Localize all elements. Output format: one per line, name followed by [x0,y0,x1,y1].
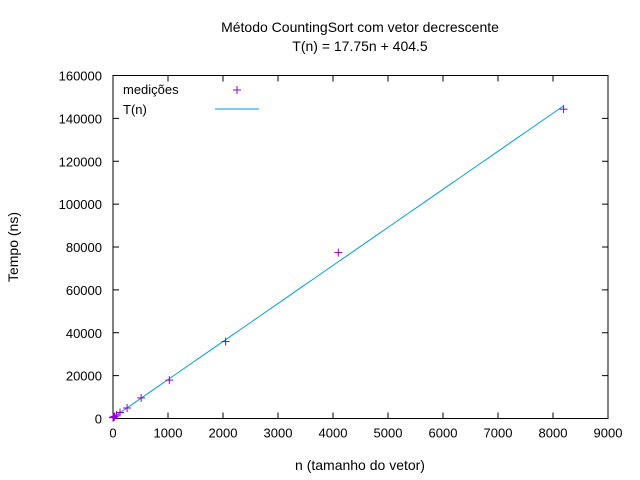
fit-line [112,105,564,419]
x-tick-label: 4000 [319,426,348,441]
y-tick-label: 0 [95,412,102,427]
x-tick-label: 8000 [539,426,568,441]
x-tick-label: 5000 [374,426,403,441]
data-point [221,337,230,346]
data-point [116,408,125,417]
x-tick-label: 0 [109,426,116,441]
x-tick-label: 3000 [264,426,293,441]
y-axis-label: Tempo (ns) [5,212,21,282]
measurement-markers [109,105,568,422]
y-tick-label: 120000 [59,154,102,169]
x-tick-label: 2000 [209,426,238,441]
y-tick-label: 40000 [66,326,102,341]
y-tick-label: 60000 [66,283,102,298]
legend-marker-plus [233,86,241,94]
data-point [334,248,343,257]
data-point [110,412,119,421]
x-tick-label: 6000 [429,426,458,441]
legend-label-measurements: medições [123,82,179,97]
legend: medições T(n) [123,82,259,117]
x-tick-label: 1000 [154,426,183,441]
data-point [137,393,146,402]
x-axis-label: n (tamanho do vetor) [295,457,425,473]
legend-marker-measurements [233,86,241,94]
data-point [123,403,132,412]
y-tick-label: 140000 [59,111,102,126]
y-tick-label: 80000 [66,240,102,255]
y-tick-label: 100000 [59,197,102,212]
y-tick-label: 20000 [66,369,102,384]
data-point [559,105,568,114]
axis-ticks: 0 1000 2000 3000 4000 5000 6000 7000 8000 9000 0 20… [59,69,623,441]
fit-line-group [112,105,564,419]
legend-label-fit: T(n) [123,102,147,117]
x-tick-label: 9000 [594,426,623,441]
y-tick-label: 160000 [59,69,102,84]
x-tick-label: 7000 [484,426,513,441]
chart-subtitle: T(n) = 17.75n + 404.5 [292,38,428,54]
chart-title: Método CountingSort com vetor decrescent… [221,19,499,35]
data-point [165,376,174,385]
